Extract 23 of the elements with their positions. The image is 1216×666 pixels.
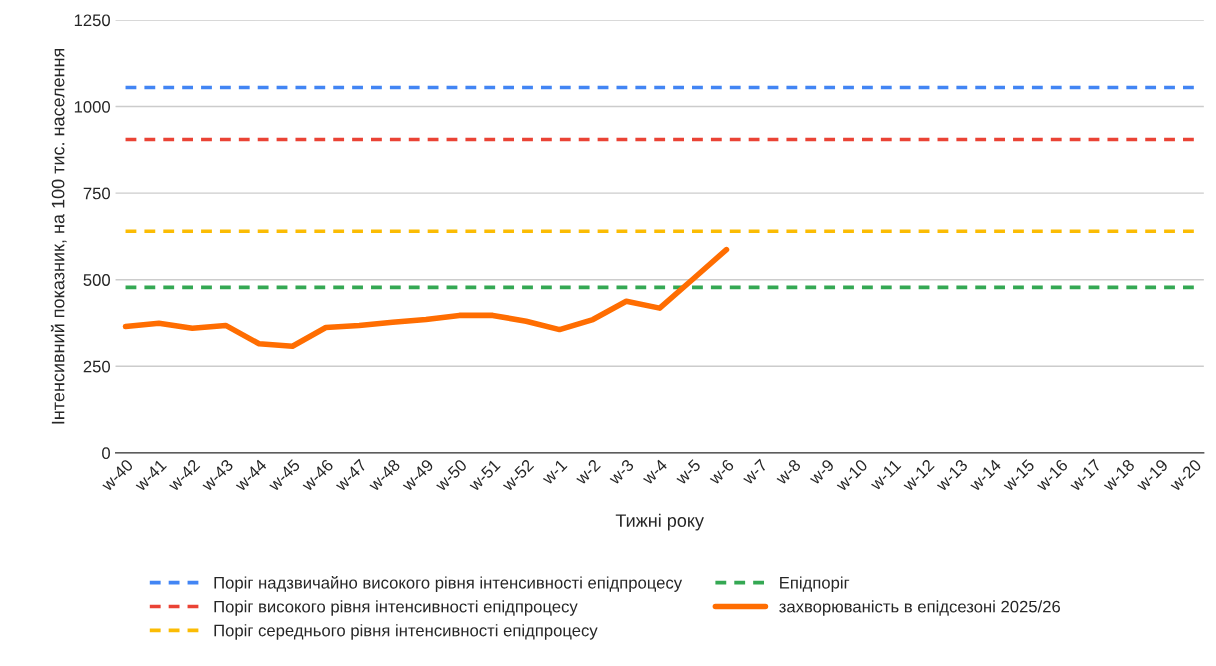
legend-label: Поріг надзвичайно високого рівня інтенсивності епідпроцесу: [214, 576, 683, 592]
y-tick-label: 250: [83, 360, 111, 373]
legend-label: Поріг високого рівня інтенсивності епідпроцесу: [214, 600, 578, 616]
x-tick-label: w-1: [540, 458, 568, 486]
legend-label: Поріг середнього рівня інтенсивності епідпроцесу: [214, 624, 598, 640]
y-tick-label: 500: [83, 274, 111, 286]
legend-label: Епідпоріг: [780, 576, 850, 592]
x-tick-label: w-4: [641, 458, 668, 486]
x-tick-label: w-8: [774, 458, 802, 486]
x-tick-label: w-5: [674, 458, 702, 486]
y-tick-label: 1250: [74, 14, 111, 27]
x-tick-label: w-11: [869, 458, 902, 491]
x-tick-label: w-9: [807, 458, 835, 486]
x-tick-label: w-2: [574, 458, 601, 486]
y-tick-label: 1000: [74, 100, 111, 113]
y-tick-label: 0: [102, 447, 111, 460]
y-axis-title: Інтенсивний показник, на 100 тис. населення: [50, 48, 67, 424]
x-tick-label: w-7: [741, 458, 768, 486]
x-tick-label: w-3: [607, 458, 635, 486]
y-tick-label: 750: [83, 187, 111, 200]
x-tick-label: w-6: [707, 458, 735, 486]
x-axis-title: Тижні року: [615, 513, 704, 531]
legend-label: захворюваність в епідсезоні 2025/26: [779, 600, 1061, 616]
